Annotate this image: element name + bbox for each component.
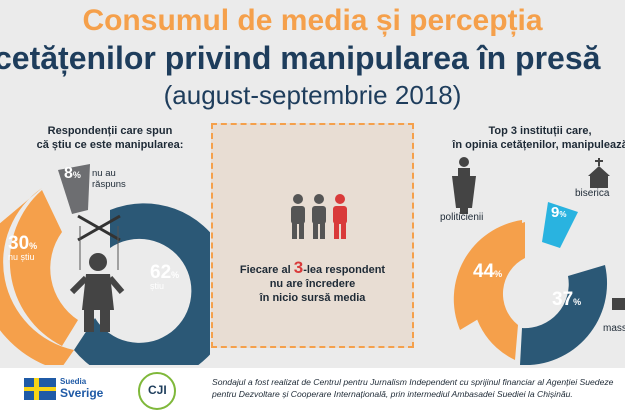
slice-nu-stiu-main	[9, 190, 78, 346]
pct-nu-au-raspuns: 8%	[64, 165, 81, 182]
tv-icon	[612, 298, 625, 310]
title-line-1: Consumul de media și percepția	[82, 4, 543, 37]
title-line-2: cetățenilor privind manipularea în presă	[0, 40, 601, 76]
label-politicienii: politicienii	[440, 212, 484, 223]
left-heading-line-1: Respondenții care spun	[47, 125, 173, 137]
right-heading-line-1: Top 3 instituții care,	[488, 125, 592, 137]
title-line-3: (august-septembrie 2018)	[163, 80, 462, 110]
cji-logo-text: CJI	[148, 383, 167, 397]
slice-label-politicienii: 44%	[473, 261, 503, 282]
slice-nu-au-raspuns	[58, 164, 90, 214]
sweden-flag-icon	[24, 378, 56, 400]
middle-panel: Fiecare al 3-lea respondent nu are încre…	[211, 123, 414, 348]
slice-stiu	[74, 203, 210, 365]
footer-text: Sondajul a fost realizat de Centrul pent…	[212, 377, 614, 399]
slice-politicienii-outer	[453, 220, 522, 330]
left-heading-line-2: că știu ce este manipularea:	[36, 139, 184, 151]
right-heading: Top 3 instituții care, în opinia cetățen…	[440, 124, 625, 152]
left-donut-chart	[0, 164, 210, 365]
label-biserica: biserica	[575, 188, 610, 199]
church-icon	[588, 158, 610, 188]
cji-logo	[138, 372, 176, 410]
slice-massmedia	[520, 265, 607, 365]
logo-sverige: Sverige	[60, 386, 104, 400]
middle-text-line-2: nu are încredere	[269, 278, 356, 290]
slice-label-stiu: 62% știu	[150, 262, 180, 291]
slice-label-nu-stiu: 30% nu știu	[8, 233, 38, 262]
logo-suedia: Suedia	[60, 377, 87, 386]
middle-text-line-1: Fiecare al 3-lea respondent	[239, 258, 386, 277]
slice-label-nu-au-raspuns: 8%	[64, 165, 81, 183]
slice-nu-stiu	[0, 188, 74, 365]
puppet-icon	[69, 214, 125, 332]
middle-text: Fiecare al 3-lea respondent nu are încre…	[213, 258, 412, 305]
label-nu-au-raspuns: nu au răspuns	[92, 168, 126, 190]
right-heading-line-2: în opinia cetățenilor, manipulează	[452, 139, 625, 151]
slice-biserica	[542, 202, 578, 248]
middle-text-line-3: în nicio sursă media	[259, 292, 366, 304]
label-massmedia: massmedia	[603, 323, 625, 334]
politician-icon	[452, 157, 476, 214]
people-icon	[291, 194, 347, 239]
slice-label-biserica: 9%	[551, 204, 567, 221]
right-donut-chart	[452, 157, 625, 365]
footer	[0, 368, 625, 415]
slice-label-massmedia: 37%	[552, 289, 582, 310]
left-heading: Respondenții care spun că știu ce este m…	[20, 124, 200, 152]
